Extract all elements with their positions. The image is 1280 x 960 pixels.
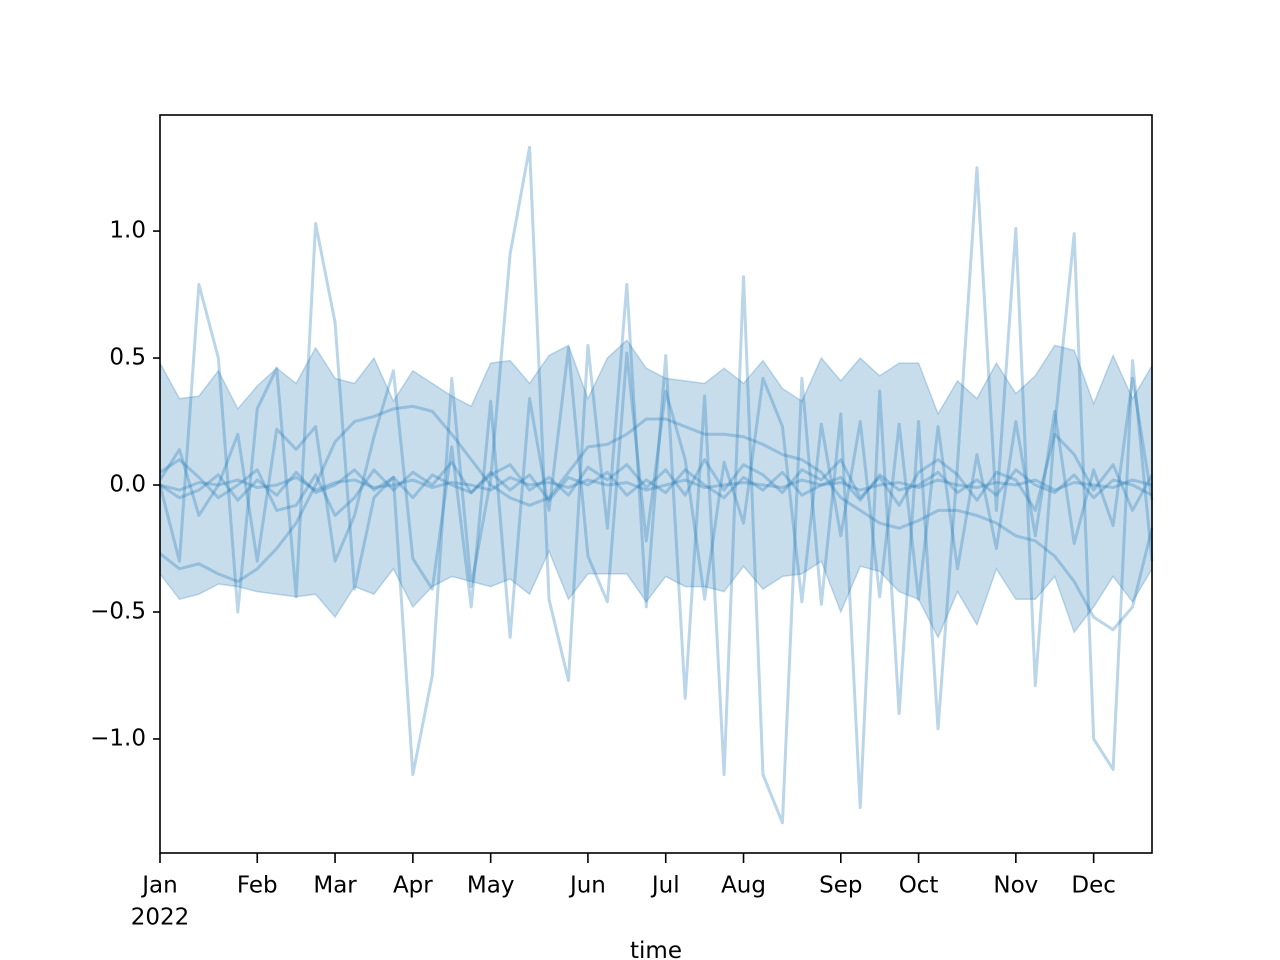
x-tick-label: May <box>467 873 515 899</box>
x-tick-label: Dec <box>1071 873 1116 899</box>
x-tick-label: Mar <box>313 873 357 899</box>
x-tick-label: Jul <box>650 873 680 899</box>
series-line <box>159 404 1154 632</box>
x-tick-label: Sep <box>819 873 862 899</box>
x-tick-label: Jan <box>140 873 177 899</box>
x-tick-label: Feb <box>237 873 278 899</box>
y-tick-label: −0.5 <box>90 598 146 624</box>
series-line <box>158 346 1154 639</box>
y-tick-label: −1.0 <box>90 725 146 751</box>
x-year-label: 2022 <box>131 905 190 931</box>
series-line <box>159 475 1153 492</box>
x-tick-label: Jun <box>568 873 606 899</box>
x-tick-label: Aug <box>721 873 766 899</box>
series-line <box>159 432 1154 517</box>
y-tick-label: 0.5 <box>109 345 146 371</box>
axes-frame <box>159 114 1153 854</box>
x-tick-label: Apr <box>393 873 433 899</box>
series-line <box>158 145 1154 825</box>
x-tick-label: Nov <box>993 873 1038 899</box>
y-tick-label: 1.0 <box>109 218 146 244</box>
x-axis-label: time <box>630 938 682 960</box>
series-line <box>159 468 1153 502</box>
x-tick-label: Oct <box>899 873 939 899</box>
y-tick-label: 0.0 <box>109 472 146 498</box>
